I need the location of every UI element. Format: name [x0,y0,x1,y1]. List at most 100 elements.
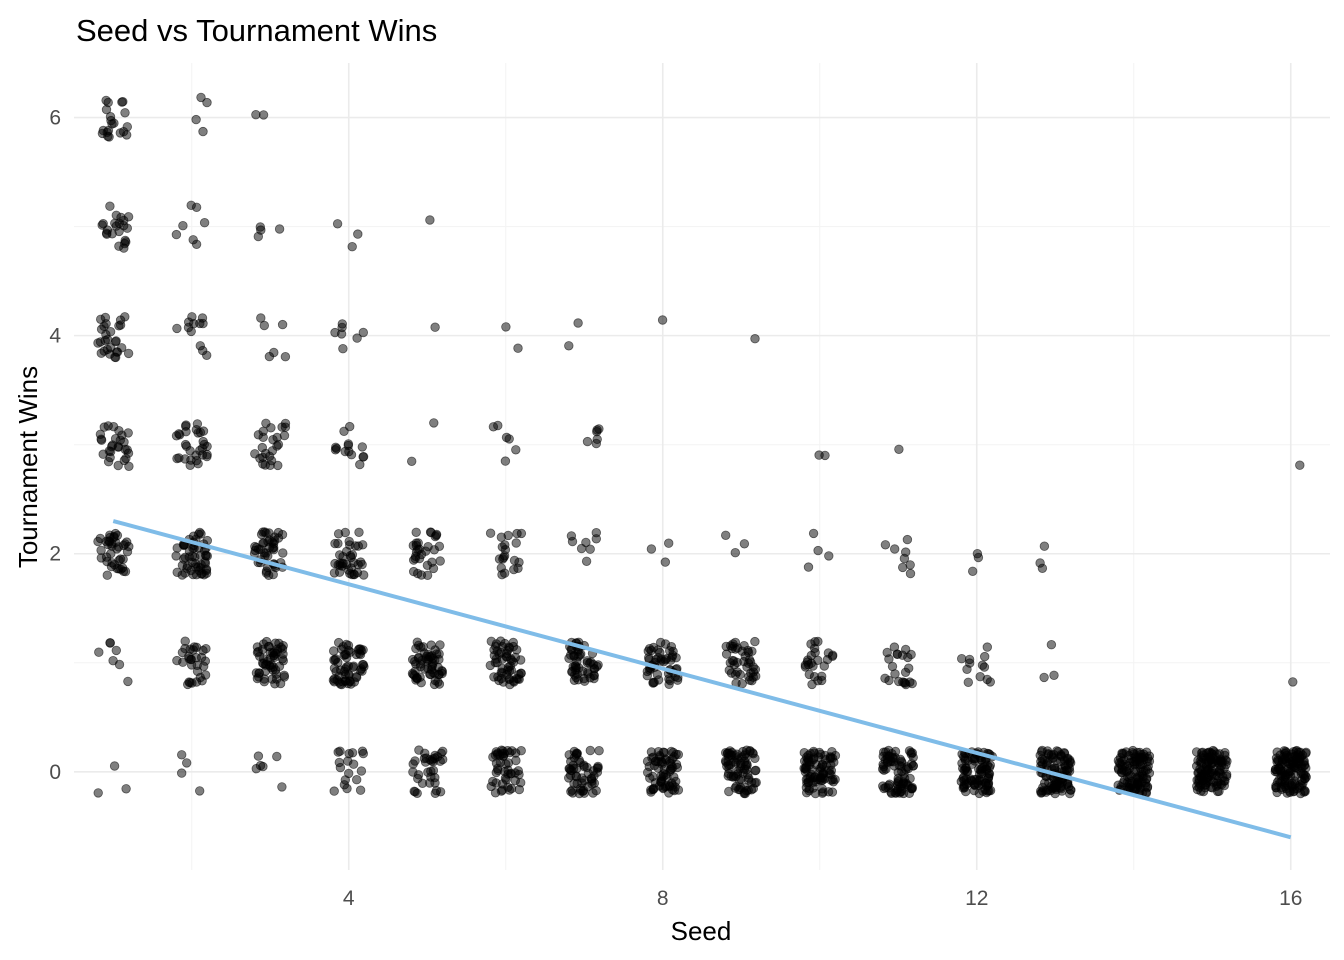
data-point [180,568,190,578]
data-point [751,765,761,776]
data-point [972,549,983,559]
data-point [114,659,125,670]
data-point [1272,767,1282,777]
data-point [516,668,526,679]
data-point [187,551,198,561]
data-point [178,220,188,231]
data-point [196,92,206,103]
data-point [581,556,592,567]
data-point [896,756,907,767]
x-tick-label: 8 [657,887,669,910]
data-point [328,675,339,685]
data-point [889,642,900,652]
data-point [105,638,116,648]
data-point [343,661,354,671]
data-point [202,451,212,462]
data-point [1136,752,1146,763]
data-point [355,649,366,660]
data-point [500,638,510,649]
data-point [649,783,659,794]
data-point [109,560,120,570]
data-point [591,786,601,796]
data-point [730,548,741,558]
data-point [1280,758,1291,768]
data-point [171,431,182,441]
data-point [581,537,591,548]
data-point [277,422,287,432]
data-point [1057,777,1068,787]
data-point [883,745,894,756]
y-tick-label: 6 [49,107,61,130]
data-point [497,663,507,674]
data-point [172,655,182,666]
data-point [499,551,510,561]
data-point [353,229,363,239]
data-point [894,444,904,455]
data-point [894,676,904,687]
data-point [265,653,276,664]
data-point [721,530,731,541]
data-point [812,775,822,785]
data-point [497,542,508,552]
data-point [803,660,814,670]
data-point [503,530,513,541]
data-point [1039,778,1050,788]
trend-layer [112,519,1292,840]
data-point [506,769,516,779]
data-point [904,788,915,799]
data-point [105,327,116,337]
data-point [904,746,915,756]
data-point [1119,748,1129,759]
data-point [982,674,992,685]
data-point [112,544,122,554]
data-point [583,667,593,677]
data-point [1141,773,1152,784]
data-point [1061,765,1072,775]
data-point [122,122,133,132]
data-point [804,669,815,680]
data-point [114,218,125,229]
data-point [181,758,192,768]
data-point [740,651,751,661]
data-point [813,545,823,556]
data-point [256,313,266,323]
data-point [342,783,352,794]
data-point [907,678,917,689]
data-point [1127,748,1138,758]
data-point [642,671,653,681]
data-point [94,647,104,657]
data-point [103,125,114,136]
data-point [414,745,424,755]
data-point [566,531,577,541]
data-point [356,766,367,776]
data-point [113,460,123,471]
data-point [338,344,348,354]
data-point [115,315,126,325]
data-point [731,771,741,782]
data-point [583,768,594,779]
data-point [180,643,190,654]
data-point [828,774,838,785]
data-point [102,570,113,580]
data-point [434,669,444,680]
data-point [119,455,130,466]
data-point [278,641,288,651]
data-point [172,567,182,578]
data-point [890,544,900,554]
data-point [103,457,114,467]
data-point [264,528,274,538]
data-point [345,421,355,432]
data-point [656,776,666,787]
data-point [672,675,683,685]
data-point [93,788,103,798]
data-point [1192,781,1202,791]
data-point [1037,745,1047,756]
data-point [594,424,604,434]
data-point [265,460,275,471]
data-point [267,674,277,684]
data-point [890,669,900,679]
data-point [501,322,511,332]
data-point [357,746,368,756]
data-point [485,528,496,538]
data-point [344,768,354,779]
